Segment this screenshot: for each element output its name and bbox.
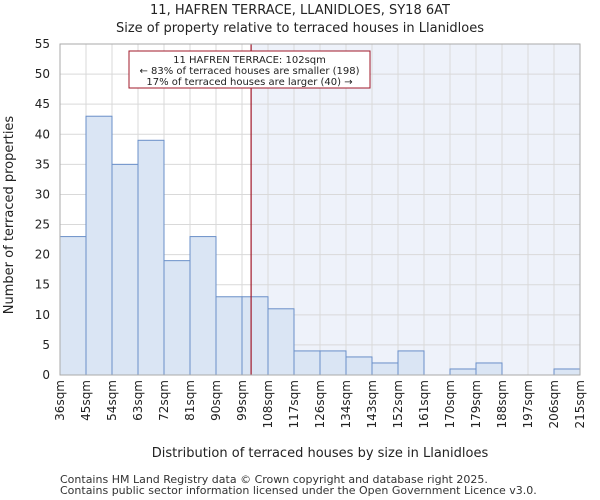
- annotation-line-3: 17% of terraced houses are larger (40) →: [146, 77, 352, 88]
- chart-subtitle: Size of property relative to terraced ho…: [116, 21, 484, 36]
- annotation-box: [128, 50, 371, 89]
- x-tick-label: 215sqm: [573, 380, 587, 428]
- bar-206sqm: [553, 368, 581, 376]
- bar-108sqm: [267, 308, 295, 376]
- x-axis-label: Distribution of terraced houses by size …: [152, 446, 489, 461]
- y-tick-label: 35: [35, 157, 50, 171]
- x-tick-label: 36sqm: [53, 380, 67, 421]
- y-tick-label: 40: [35, 127, 50, 141]
- x-tick-label: 108sqm: [261, 380, 275, 428]
- annotation-line-2: ← 83% of terraced houses are smaller (19…: [139, 66, 359, 77]
- bar-99sqm: [241, 296, 269, 376]
- bar-72sqm: [163, 260, 191, 376]
- x-tick-label: 99sqm: [235, 380, 249, 421]
- footer-line-1: Contains HM Land Registry data © Crown c…: [60, 473, 488, 486]
- x-tick-label: 206sqm: [547, 380, 561, 428]
- bar-134sqm: [345, 356, 373, 376]
- plot-frame: [59, 43, 581, 376]
- y-tick-label: 0: [42, 368, 50, 382]
- bar-45sqm: [85, 115, 113, 376]
- chart-title: 11, HAFREN TERRACE, LLANIDLOES, SY18 6AT: [150, 3, 450, 18]
- x-tick-label: 161sqm: [417, 380, 431, 428]
- x-tick-label: 134sqm: [339, 380, 353, 428]
- x-tick-label: 45sqm: [79, 380, 93, 421]
- bar-152sqm: [397, 350, 425, 376]
- y-tick-label: 25: [35, 218, 50, 232]
- y-tick-label: 10: [35, 308, 50, 322]
- bar-90sqm: [215, 296, 243, 376]
- x-tick-label: 188sqm: [495, 380, 509, 428]
- y-tick-label: 45: [35, 97, 50, 111]
- x-tick-label: 170sqm: [443, 380, 457, 428]
- x-tick-label: 63sqm: [131, 380, 145, 421]
- y-axis-label: Number of terraced properties: [2, 116, 17, 315]
- x-tick-label: 54sqm: [105, 380, 119, 421]
- x-tick-label: 90sqm: [209, 380, 223, 421]
- y-tick-label: 5: [42, 338, 50, 352]
- x-tick-label: 72sqm: [157, 380, 171, 421]
- bar-63sqm: [137, 139, 165, 376]
- bar-179sqm: [475, 362, 503, 376]
- x-tick-label: 152sqm: [391, 380, 405, 428]
- bar-170sqm: [449, 368, 477, 376]
- x-tick-label: 81sqm: [183, 380, 197, 421]
- bar-126sqm: [319, 350, 347, 376]
- annotation-line-1: 11 HAFREN TERRACE: 102sqm: [173, 55, 326, 66]
- bar-143sqm: [371, 362, 399, 376]
- x-tick-label: 179sqm: [469, 380, 483, 428]
- y-tick-label: 20: [35, 248, 50, 262]
- bar-36sqm: [59, 236, 87, 376]
- x-tick-label: 126sqm: [313, 380, 327, 428]
- bar-81sqm: [189, 236, 217, 376]
- y-tick-label: 30: [35, 187, 50, 201]
- bar-54sqm: [111, 163, 139, 376]
- y-tick-label: 15: [35, 278, 50, 292]
- x-tick-label: 117sqm: [287, 380, 301, 428]
- bar-117sqm: [293, 350, 321, 376]
- y-tick-label: 50: [35, 67, 50, 81]
- y-tick-label: 55: [35, 37, 50, 51]
- x-tick-label: 197sqm: [521, 380, 535, 428]
- highlight-region: [251, 44, 580, 375]
- footer-line-2: Contains public sector information licen…: [60, 484, 537, 497]
- x-tick-label: 143sqm: [365, 380, 379, 428]
